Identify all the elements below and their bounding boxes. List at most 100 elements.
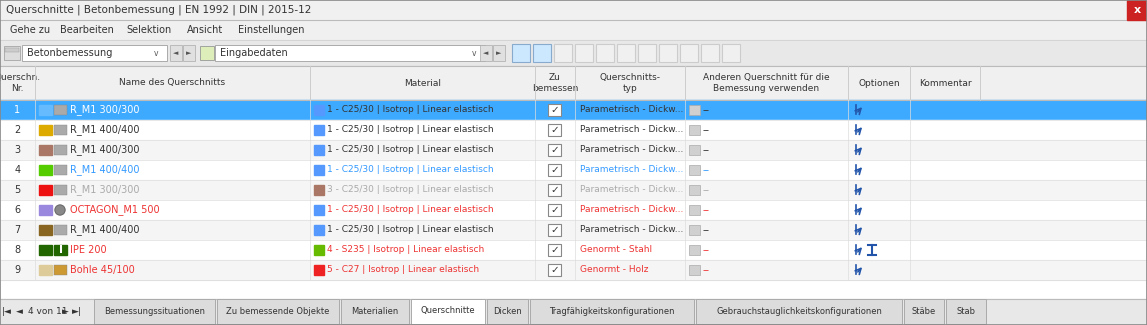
Bar	[575, 44, 593, 62]
Bar	[689, 185, 700, 195]
Text: Optionen: Optionen	[858, 79, 899, 87]
Bar	[689, 105, 700, 115]
Text: I: I	[58, 245, 62, 255]
Text: Stab: Stab	[957, 306, 976, 316]
Text: Einstellungen: Einstellungen	[237, 25, 304, 35]
Bar	[314, 265, 323, 275]
Text: R_M1 300/300: R_M1 300/300	[70, 105, 140, 115]
Bar	[0, 160, 1147, 180]
Text: IPE 200: IPE 200	[70, 245, 107, 255]
Bar	[39, 205, 52, 215]
Text: OCTAGON_M1 500: OCTAGON_M1 500	[70, 204, 159, 215]
Text: Zu
bemessen: Zu bemessen	[532, 73, 578, 93]
Bar	[696, 299, 902, 324]
Text: Selektion: Selektion	[126, 25, 172, 35]
Bar	[184, 45, 195, 61]
Bar	[39, 145, 52, 155]
Bar	[689, 245, 700, 255]
Text: Betonbemessung: Betonbemessung	[28, 48, 112, 58]
Bar	[22, 45, 167, 61]
Bar	[638, 44, 656, 62]
Bar	[689, 125, 700, 135]
Text: 2: 2	[15, 125, 21, 135]
Text: --: --	[703, 125, 710, 135]
Text: ✓: ✓	[551, 225, 560, 235]
Bar	[314, 125, 323, 135]
Bar	[946, 299, 986, 324]
Bar	[54, 105, 67, 115]
Bar	[0, 260, 1147, 280]
Bar	[1128, 0, 1147, 20]
Text: 1 - C25/30 | Isotrop | Linear elastisch: 1 - C25/30 | Isotrop | Linear elastisch	[327, 226, 493, 235]
Text: ✓: ✓	[551, 164, 560, 175]
Bar	[39, 245, 52, 255]
Text: ✓: ✓	[551, 124, 560, 135]
Text: --: --	[703, 165, 710, 175]
Text: Anderen Querschnitt für die
Bemessung verwenden: Anderen Querschnitt für die Bemessung ve…	[703, 73, 829, 93]
Bar	[0, 0, 1147, 20]
Bar	[689, 225, 700, 235]
Bar	[548, 104, 561, 116]
Text: Parametrisch - Dickw...: Parametrisch - Dickw...	[580, 226, 684, 235]
Bar	[39, 265, 52, 275]
Bar	[689, 165, 700, 175]
Text: --: --	[703, 205, 710, 215]
Bar	[54, 125, 67, 135]
Text: Gehe zu: Gehe zu	[10, 25, 50, 35]
Text: Dicken: Dicken	[493, 306, 522, 316]
Text: R_M1 400/400: R_M1 400/400	[70, 124, 140, 136]
Text: Kommentar: Kommentar	[919, 79, 972, 87]
Text: ✓: ✓	[551, 185, 560, 194]
Text: Parametrisch - Dickw...: Parametrisch - Dickw...	[580, 106, 684, 114]
Bar	[200, 46, 214, 60]
Text: ►|: ►|	[72, 307, 81, 317]
Bar	[0, 299, 1147, 325]
Text: Tragfähigkeitskonfigurationen: Tragfähigkeitskonfigurationen	[549, 306, 674, 316]
Text: ✓: ✓	[551, 145, 560, 154]
Bar	[39, 185, 52, 195]
Bar	[314, 165, 323, 175]
Text: Querschnitte | Betonbemessung | EN 1992 | DIN | 2015-12: Querschnitte | Betonbemessung | EN 1992 …	[6, 5, 311, 15]
Text: x: x	[1133, 5, 1140, 15]
Bar	[548, 204, 561, 216]
Text: 8: 8	[15, 245, 21, 255]
Text: 6: 6	[15, 205, 21, 215]
Bar	[479, 45, 492, 61]
Text: Material: Material	[404, 79, 440, 87]
Text: Querschnitts-
typ: Querschnitts- typ	[600, 73, 661, 93]
Text: 4: 4	[15, 165, 21, 175]
Text: ►: ►	[62, 307, 69, 317]
Bar	[39, 125, 52, 135]
Bar	[493, 45, 505, 61]
Text: Parametrisch - Dickw...: Parametrisch - Dickw...	[580, 205, 684, 214]
Bar	[596, 44, 614, 62]
Bar	[314, 225, 323, 235]
Bar	[689, 265, 700, 275]
Text: Genormt - Stahl: Genormt - Stahl	[580, 245, 653, 254]
Text: ►: ►	[186, 50, 192, 56]
Bar	[3, 46, 19, 60]
Bar	[411, 299, 484, 324]
Text: 7: 7	[15, 225, 21, 235]
Bar	[548, 244, 561, 256]
Bar	[548, 164, 561, 176]
Bar	[617, 44, 635, 62]
Text: ✓: ✓	[551, 204, 560, 215]
Text: Name des Querschnitts: Name des Querschnitts	[119, 79, 226, 87]
Bar	[0, 40, 1147, 66]
Bar	[512, 44, 530, 62]
Text: Stäbe: Stäbe	[912, 306, 936, 316]
Text: --: --	[703, 225, 710, 235]
Text: --: --	[703, 265, 710, 275]
Text: ◄: ◄	[483, 50, 489, 56]
Text: Ansicht: Ansicht	[187, 25, 224, 35]
Bar	[54, 245, 67, 255]
Bar	[689, 205, 700, 215]
Bar	[39, 165, 52, 175]
Text: ◄: ◄	[16, 307, 23, 317]
Bar	[721, 44, 740, 62]
Text: R_M1 300/300: R_M1 300/300	[70, 185, 140, 195]
Text: 4 - S235 | Isotrop | Linear elastisch: 4 - S235 | Isotrop | Linear elastisch	[327, 245, 484, 254]
Text: ✓: ✓	[551, 265, 560, 275]
Text: 5: 5	[15, 185, 21, 195]
